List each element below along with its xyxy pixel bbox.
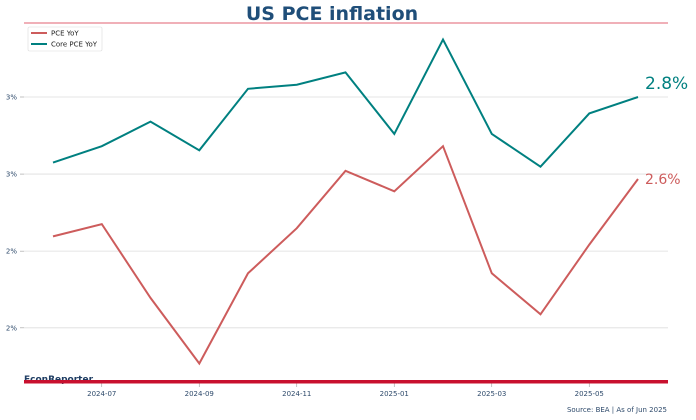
y-tick-label: 2% — [6, 324, 17, 332]
series-line-pce — [52, 144, 639, 366]
x-tick-label: 2024-11 — [282, 390, 311, 398]
series-line-core-pce — [52, 37, 639, 169]
y-tick-label: 3% — [6, 94, 17, 102]
x-axis: 2024-07 2024-09 2024-11 2025-01 2025-03 2025-… — [87, 383, 604, 398]
gridlines — [24, 96, 668, 329]
chart-title: US PCE inflation — [246, 3, 418, 25]
legend: PCE YoY Core PCE YoY — [27, 26, 103, 52]
x-tick-label: 2024-09 — [185, 390, 214, 398]
legend-label-core-pce: Core PCE YoY — [51, 41, 98, 49]
x-tick-label: 2025-01 — [380, 390, 409, 398]
x-tick-label: 2025-05 — [575, 390, 604, 398]
legend-label-pce: PCE YoY — [51, 30, 79, 38]
series-lines: 2.6% 2.8% — [52, 37, 688, 366]
source-note: Source: BEA | As of Jun 2025 — [567, 406, 667, 414]
y-tick-label: 2% — [6, 248, 17, 256]
x-tick-label: 2025-03 — [477, 390, 506, 398]
x-tick-label: 2024-07 — [87, 390, 116, 398]
end-label-pce: 2.6% — [645, 172, 681, 188]
y-axis: 3% 3% 2% 2% — [6, 94, 24, 332]
brand-accent-bar — [24, 380, 668, 384]
end-label-core-pce: 2.8% — [645, 74, 688, 94]
y-tick-label: 3% — [6, 171, 17, 179]
